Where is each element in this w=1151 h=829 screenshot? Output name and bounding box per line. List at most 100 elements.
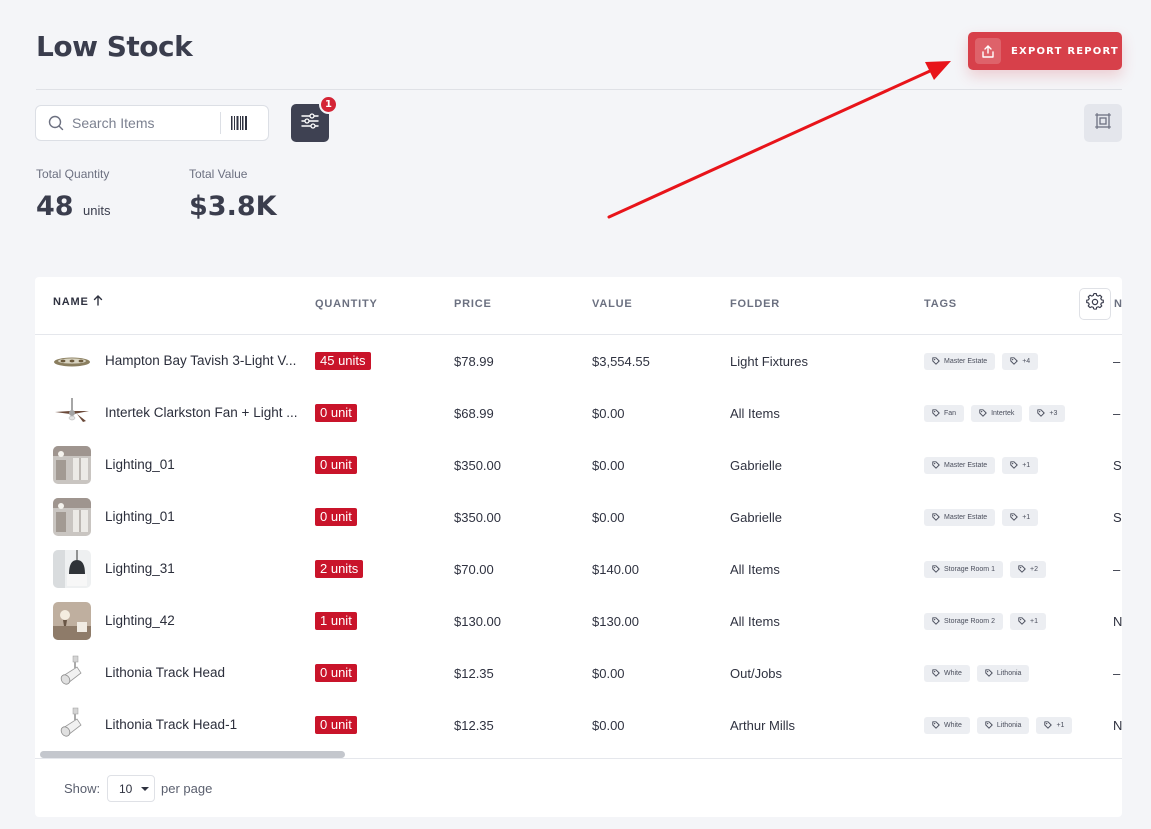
table-row[interactable]: Lighting_01 0 unit $350.00 $0.00 Gabrielle Ma… — [35, 439, 1122, 491]
item-name[interactable]: Lighting_01 — [105, 509, 175, 524]
tag-chip[interactable]: Master Estate — [924, 508, 996, 526]
arrow-up-icon — [93, 295, 103, 309]
tag-label: Fan — [944, 409, 957, 417]
per-page-select[interactable]: 10 — [107, 775, 155, 802]
frame-icon — [1094, 112, 1112, 134]
item-name[interactable]: Lighting_42 — [105, 613, 175, 628]
column-header-price[interactable]: PRICE — [454, 298, 492, 310]
table-row[interactable]: Lithonia Track Head-1 0 unit $12.35 $0.00 Ar… — [35, 699, 1122, 751]
item-thumbnail — [53, 602, 91, 640]
item-name[interactable]: Hampton Bay Tavish 3-Light V... — [105, 353, 297, 368]
table-row[interactable]: Lighting_01 0 unit $350.00 $0.00 Gabrielle Ma… — [35, 491, 1122, 543]
item-name[interactable]: Lighting_01 — [105, 457, 175, 472]
tags-cell: Master Estate +4 — [924, 335, 1045, 387]
item-thumbnail — [53, 654, 91, 692]
quantity-badge: 0 unit — [315, 716, 357, 734]
tag-icon — [932, 513, 940, 521]
folder-cell: Gabrielle — [730, 509, 783, 525]
item-name[interactable]: Lighting_31 — [105, 561, 175, 576]
tag-icon — [932, 461, 940, 469]
tag-label: Master Estate — [944, 461, 988, 469]
tag-icon — [1018, 565, 1026, 573]
item-thumbnail — [53, 342, 91, 380]
tag-chip[interactable]: Lithonia — [976, 716, 1030, 734]
table-row[interactable]: Hampton Bay Tavish 3-Light V... 45 units $… — [35, 335, 1122, 387]
tag-label: Lithonia — [996, 721, 1022, 729]
quantity-cell: 1 unit — [315, 595, 357, 647]
tag-chip[interactable]: Lithonia — [976, 664, 1030, 682]
tag-chip[interactable]: +1 — [1002, 456, 1039, 474]
table-footer: Show: 10 per page — [35, 758, 1122, 817]
tag-chip[interactable]: Fan — [924, 404, 965, 422]
item-name[interactable]: Intertek Clarkston Fan + Light ... — [105, 405, 298, 420]
tag-chip[interactable]: Intertek — [971, 404, 1023, 422]
tag-label: +1 — [1029, 617, 1038, 625]
filter-button[interactable]: 1 — [291, 95, 338, 142]
quantity-cell: 0 unit — [315, 439, 357, 491]
item-name[interactable]: Lithonia Track Head-1 — [105, 717, 238, 732]
item-name[interactable]: Lithonia Track Head — [105, 665, 226, 680]
folder-cell: All Items — [730, 405, 780, 421]
tag-chip[interactable]: +1 — [1036, 716, 1073, 734]
column-header-value[interactable]: VALUE — [592, 298, 633, 310]
column-header-quantity[interactable]: QUANTITY — [315, 298, 378, 310]
tags-cell: White Lithonia +1 — [924, 699, 1079, 751]
gear-icon — [1086, 293, 1104, 315]
tag-label: Master Estate — [944, 513, 988, 521]
show-label: Show: — [64, 781, 101, 796]
tag-icon — [932, 409, 940, 417]
per-page-label: per page — [161, 781, 213, 796]
tag-label: +1 — [1022, 513, 1031, 521]
tag-chip[interactable]: +1 — [1009, 612, 1046, 630]
tag-chip[interactable]: +1 — [1002, 508, 1039, 526]
search-bar — [35, 105, 269, 141]
tag-icon — [1010, 357, 1018, 365]
quantity-badge: 0 unit — [315, 404, 357, 422]
tags-cell: Storage Room 1 +2 — [924, 543, 1053, 595]
folder-cell: All Items — [730, 561, 780, 577]
item-thumbnail — [53, 550, 91, 588]
truncated-cell: N — [1113, 613, 1122, 629]
horizontal-scrollbar[interactable] — [40, 751, 345, 758]
tag-chip[interactable]: Master Estate — [924, 456, 996, 474]
table-row[interactable]: Lighting_31 2 units $70.00 $140.00 All Items… — [35, 543, 1122, 595]
sliders-icon — [301, 113, 319, 133]
quantity-cell: 45 units — [315, 335, 371, 387]
tag-icon — [932, 721, 940, 729]
column-header-truncated: N — [1114, 298, 1122, 310]
column-settings-button[interactable] — [1079, 288, 1111, 320]
tag-chip[interactable]: +3 — [1029, 404, 1066, 422]
tags-cell: Master Estate +1 — [924, 439, 1045, 491]
quantity-badge: 2 units — [315, 560, 364, 578]
view-toggle-button[interactable] — [1084, 104, 1122, 142]
search-input[interactable] — [72, 115, 220, 131]
tag-chip[interactable]: Master Estate — [924, 352, 996, 370]
tag-chip[interactable]: White — [924, 716, 970, 734]
column-header-folder[interactable]: FOLDER — [730, 298, 781, 310]
page-title: Low Stock — [36, 30, 193, 63]
tag-chip[interactable]: Storage Room 2 — [924, 612, 1003, 630]
tag-chip[interactable]: White — [924, 664, 970, 682]
item-thumbnail — [53, 446, 91, 484]
tag-icon — [985, 669, 993, 677]
quantity-badge: 1 unit — [315, 612, 357, 630]
table-row[interactable]: Lithonia Track Head 0 unit $12.35 $0.00 Out/… — [35, 647, 1122, 699]
tag-chip[interactable]: +2 — [1009, 560, 1046, 578]
barcode-icon[interactable] — [231, 116, 247, 130]
tag-label: Intertek — [991, 409, 1015, 417]
column-header-name[interactable]: NAME — [53, 295, 103, 309]
folder-cell: Out/Jobs — [730, 665, 783, 681]
export-report-button[interactable]: EXPORT REPORT — [968, 32, 1122, 70]
column-header-tags[interactable]: TAGS — [924, 298, 957, 310]
tag-chip[interactable]: Storage Room 1 — [924, 560, 1003, 578]
table-row[interactable]: Lighting_42 1 unit $130.00 $130.00 All Items… — [35, 595, 1122, 647]
tag-icon — [1010, 513, 1018, 521]
folder-cell: All Items — [730, 613, 780, 629]
tag-label: Storage Room 2 — [944, 617, 995, 625]
total-quantity-unit: units — [82, 203, 111, 218]
truncated-cell: S — [1113, 509, 1122, 525]
column-name-label: NAME — [53, 296, 89, 308]
tag-chip[interactable]: +4 — [1002, 352, 1039, 370]
export-report-label: EXPORT REPORT — [1011, 45, 1119, 57]
table-row[interactable]: Intertek Clarkston Fan + Light ... 0 unit… — [35, 387, 1122, 439]
